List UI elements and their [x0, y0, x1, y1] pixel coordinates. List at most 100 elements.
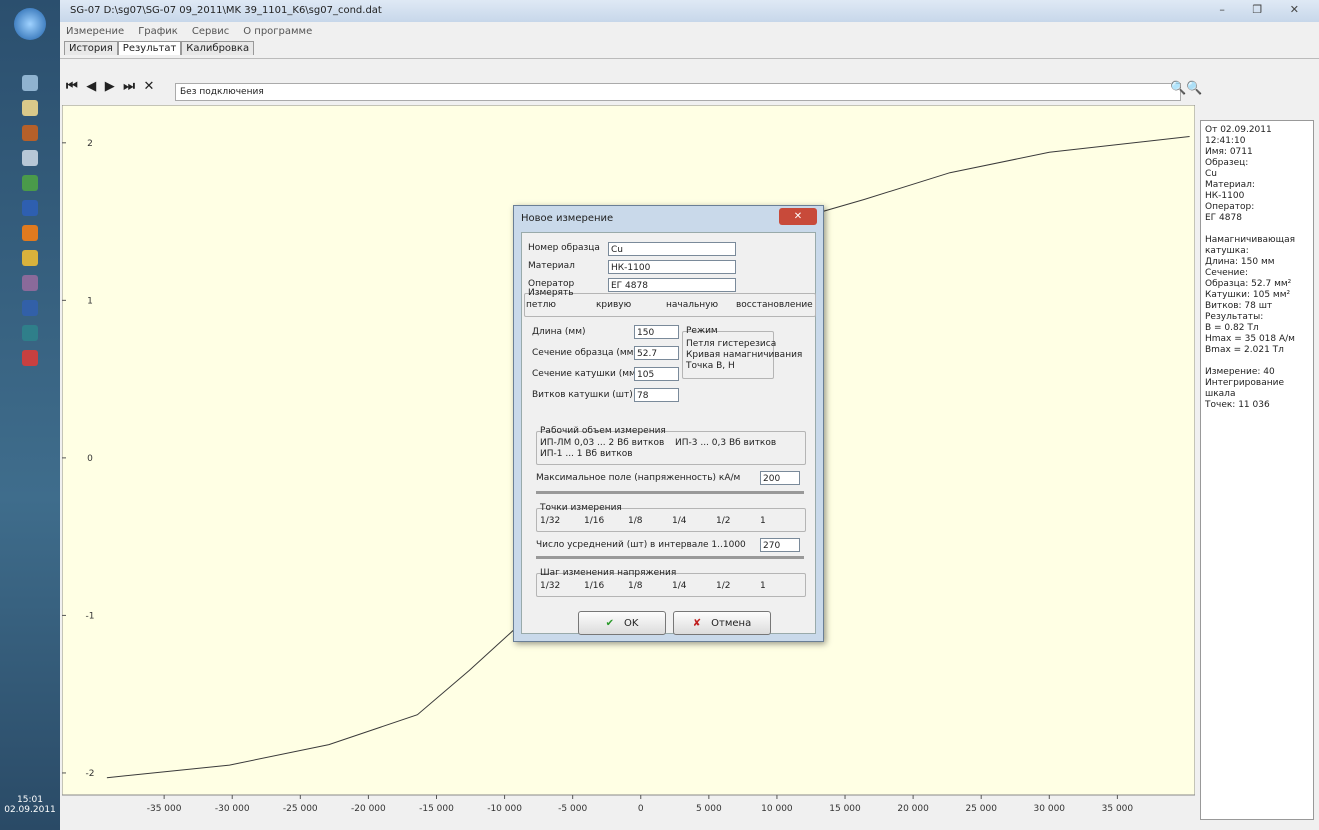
info-line: Имя: 0711 [1205, 147, 1253, 157]
checkbox-option: Кривая намагничивания [686, 350, 803, 360]
zoom-buttons[interactable]: 🔍🔍 [1170, 81, 1203, 96]
menu-item[interactable]: График [138, 25, 178, 37]
info-line: Образца: 52.7 мм² [1205, 279, 1292, 289]
tab[interactable]: История [64, 41, 118, 55]
radio-option: начальную [666, 300, 719, 310]
text-input[interactable]: 150 [634, 325, 679, 339]
ok-icon: ✔ [605, 617, 614, 629]
text-input[interactable]: 52.7 [634, 346, 679, 360]
group-title: Измерять [528, 288, 574, 298]
info-line: Интегрирование [1205, 378, 1284, 388]
x-tick-label: -20 000 [351, 804, 386, 814]
group-box [536, 508, 806, 532]
window-title: SG-07 D:\sg07\SG-07 09_2011\MK 39_1101_K… [70, 5, 382, 16]
window-controls[interactable]: – ❐ ✕ [1219, 3, 1311, 16]
y-tick-label: -2 [86, 769, 95, 779]
status-field: Без подключения [175, 83, 1181, 101]
cancel-label: Отмена [711, 617, 752, 629]
label: Номер образца [528, 243, 600, 253]
info-line: ЕГ 4878 [1205, 213, 1242, 223]
label: Число усреднений (шт) в интервале 1..100… [536, 540, 746, 550]
x-tick-label: 30 000 [1034, 804, 1066, 814]
label: Материал [528, 261, 575, 271]
group-box [536, 573, 806, 597]
nav-buttons[interactable]: ⏮ ◀ ▶ ⏭ ✕ [66, 79, 157, 94]
tab[interactable]: Калибровка [181, 41, 255, 55]
app-icon[interactable] [22, 75, 38, 91]
start-button[interactable] [14, 8, 46, 40]
x-tick-label: -5 000 [558, 804, 587, 814]
app-icon[interactable] [22, 150, 38, 166]
text-input[interactable]: НК-1100 [608, 260, 736, 274]
radio-option: 1/32 [540, 581, 561, 591]
y-tick-label: 1 [87, 296, 93, 306]
slider[interactable] [536, 556, 804, 559]
x-tick-label: -25 000 [283, 804, 318, 814]
x-tick-label: 35 000 [1102, 804, 1134, 814]
app-icon[interactable] [22, 100, 38, 116]
app-icon[interactable] [22, 125, 38, 141]
x-tick-label: -10 000 [487, 804, 522, 814]
info-line: шкала [1205, 389, 1236, 399]
radio-option: ИП-3 ... 0,3 Вб витков [675, 438, 777, 448]
info-line: Измерение: 40 [1205, 367, 1275, 377]
radio-option: 1/16 [584, 581, 605, 591]
tab-bar: История Результат Калибровка [64, 40, 255, 56]
label: Сечение катушки (мм²) [532, 369, 643, 379]
x-tick-label: 0 [638, 804, 644, 814]
cancel-icon: ✘ [692, 617, 702, 629]
app-icon[interactable] [22, 225, 38, 241]
text-input[interactable]: 270 [760, 538, 800, 552]
label: Максимальное поле (напряженность) кА/м [536, 473, 741, 483]
menu-item[interactable]: О программе [243, 25, 313, 37]
app-icon[interactable] [22, 250, 38, 266]
text-input[interactable]: ЕГ 4878 [608, 278, 736, 292]
x-tick-label: 25 000 [965, 804, 997, 814]
cancel-button[interactable]: ✘ Отмена [673, 611, 771, 635]
ok-button[interactable]: ✔ OK [578, 611, 666, 635]
x-tick-label: -35 000 [147, 804, 182, 814]
text-input[interactable]: 105 [634, 367, 679, 381]
info-line: Материал: [1205, 180, 1255, 190]
close-button[interactable]: ✕ [779, 208, 817, 225]
tab[interactable]: Результат [117, 41, 182, 55]
app-icon[interactable] [22, 275, 38, 291]
info-line: Результаты: [1205, 312, 1264, 322]
info-line: НК-1100 [1205, 191, 1245, 201]
x-tick-label: -30 000 [215, 804, 250, 814]
text-input[interactable]: Cu [608, 242, 736, 256]
slider[interactable] [536, 491, 804, 494]
info-line: От 02.09.2011 12:41:10 [1205, 125, 1272, 146]
text-input[interactable]: 78 [634, 388, 679, 402]
app-icon[interactable] [22, 350, 38, 366]
menu-item[interactable]: Измерение [66, 25, 125, 37]
text-input[interactable]: 200 [760, 471, 800, 485]
info-line: B = 0.82 Тл [1205, 323, 1259, 333]
info-line: катушка: [1205, 246, 1249, 256]
ok-label: OK [623, 617, 639, 629]
clock: 15:01 02.09.2011 [0, 795, 60, 815]
toolbar: ⏮ ◀ ▶ ⏭ ✕ Без подключения 🔍🔍 [60, 58, 1319, 121]
group-box [536, 431, 806, 465]
group-title: Режим [686, 326, 718, 336]
app-icon[interactable] [22, 325, 38, 341]
info-panel: От 02.09.2011 12:41:10 Имя: 0711 Образец: C… [1200, 120, 1314, 820]
app-icon[interactable] [22, 200, 38, 216]
app-icon[interactable] [22, 300, 38, 316]
label: Оператор [528, 279, 575, 289]
info-line: Сечение: [1205, 268, 1248, 278]
x-tick-label: 20 000 [897, 804, 929, 814]
group-title: Рабочий объем измерения [540, 426, 666, 436]
dialog: Новое измерение ✕ Номер образца Cu Материа… [513, 205, 824, 642]
radio-option: ИП-1 ... 1 Вб витков [540, 449, 633, 459]
info-line: Оператор: [1205, 202, 1255, 212]
radio-option: 1/2 [716, 516, 731, 526]
menu-item[interactable]: Сервис [191, 25, 230, 37]
info-line: Витков: 78 шт [1205, 301, 1273, 311]
radio-option: 1/2 [716, 581, 731, 591]
info-line: Образец: [1205, 158, 1249, 168]
dialog-title: Новое измерение [521, 213, 614, 224]
radio-option: 1 [760, 516, 766, 526]
app-icon[interactable] [22, 175, 38, 191]
